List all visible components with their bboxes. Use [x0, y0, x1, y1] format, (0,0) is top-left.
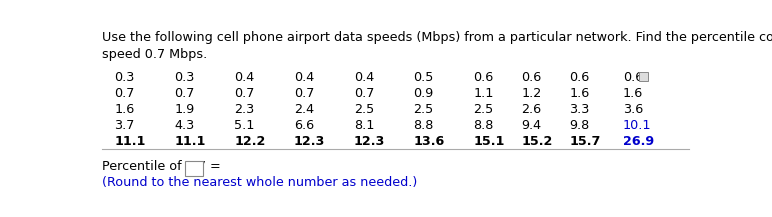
Text: 0.7: 0.7	[234, 87, 255, 100]
Text: 3.6: 3.6	[623, 103, 643, 116]
Text: 13.6: 13.6	[414, 135, 445, 148]
Text: 0.6: 0.6	[623, 71, 643, 84]
Text: 1.9: 1.9	[174, 103, 195, 116]
Text: 2.5: 2.5	[354, 103, 374, 116]
Text: 1.6: 1.6	[114, 103, 134, 116]
Text: 0.4: 0.4	[354, 71, 374, 84]
Text: 9.8: 9.8	[569, 119, 589, 132]
Text: 0.7: 0.7	[114, 87, 135, 100]
Text: 3.7: 3.7	[114, 119, 135, 132]
Text: 0.9: 0.9	[414, 87, 434, 100]
Text: 5.1: 5.1	[234, 119, 255, 132]
Text: 0.6: 0.6	[569, 71, 589, 84]
Text: 1.6: 1.6	[623, 87, 643, 100]
Text: 2.6: 2.6	[521, 103, 541, 116]
Text: 8.8: 8.8	[473, 119, 494, 132]
Text: 2.5: 2.5	[473, 103, 493, 116]
Text: 8.1: 8.1	[354, 119, 374, 132]
Text: 15.1: 15.1	[473, 135, 505, 148]
Text: 0.6: 0.6	[521, 71, 541, 84]
Text: Use the following cell phone airport data speeds (Mbps) from a particular networ: Use the following cell phone airport dat…	[103, 31, 772, 44]
Text: (Round to the nearest whole number as needed.): (Round to the nearest whole number as ne…	[103, 176, 418, 189]
Text: 0.3: 0.3	[174, 71, 195, 84]
Text: 6.6: 6.6	[294, 119, 314, 132]
Text: 0.7: 0.7	[174, 87, 195, 100]
Text: 12.2: 12.2	[234, 135, 266, 148]
Text: Percentile of 0.7 =: Percentile of 0.7 =	[103, 160, 222, 173]
Text: 15.2: 15.2	[521, 135, 553, 148]
Text: 0.4: 0.4	[294, 71, 314, 84]
Text: 10.1: 10.1	[623, 119, 652, 132]
Text: 1.2: 1.2	[521, 87, 541, 100]
Text: 1.6: 1.6	[569, 87, 589, 100]
Text: 0.7: 0.7	[354, 87, 374, 100]
Text: 11.1: 11.1	[174, 135, 205, 148]
Text: 0.5: 0.5	[414, 71, 434, 84]
FancyBboxPatch shape	[639, 72, 648, 81]
Text: 3.3: 3.3	[569, 103, 590, 116]
Text: 2.3: 2.3	[234, 103, 254, 116]
Text: 11.1: 11.1	[114, 135, 146, 148]
Text: 12.3: 12.3	[294, 135, 325, 148]
Text: 12.3: 12.3	[354, 135, 385, 148]
Text: 15.7: 15.7	[569, 135, 601, 148]
Text: 8.8: 8.8	[414, 119, 434, 132]
Text: 2.5: 2.5	[414, 103, 434, 116]
Text: 0.3: 0.3	[114, 71, 135, 84]
Text: 0.4: 0.4	[234, 71, 254, 84]
Text: 0.6: 0.6	[473, 71, 493, 84]
Text: 0.7: 0.7	[294, 87, 314, 100]
FancyBboxPatch shape	[185, 161, 203, 176]
Text: 9.4: 9.4	[521, 119, 541, 132]
Text: 1.1: 1.1	[473, 87, 494, 100]
Text: 26.9: 26.9	[623, 135, 654, 148]
Text: 4.3: 4.3	[174, 119, 195, 132]
Text: speed 0.7 Mbps.: speed 0.7 Mbps.	[103, 48, 208, 61]
Text: 2.4: 2.4	[294, 103, 314, 116]
